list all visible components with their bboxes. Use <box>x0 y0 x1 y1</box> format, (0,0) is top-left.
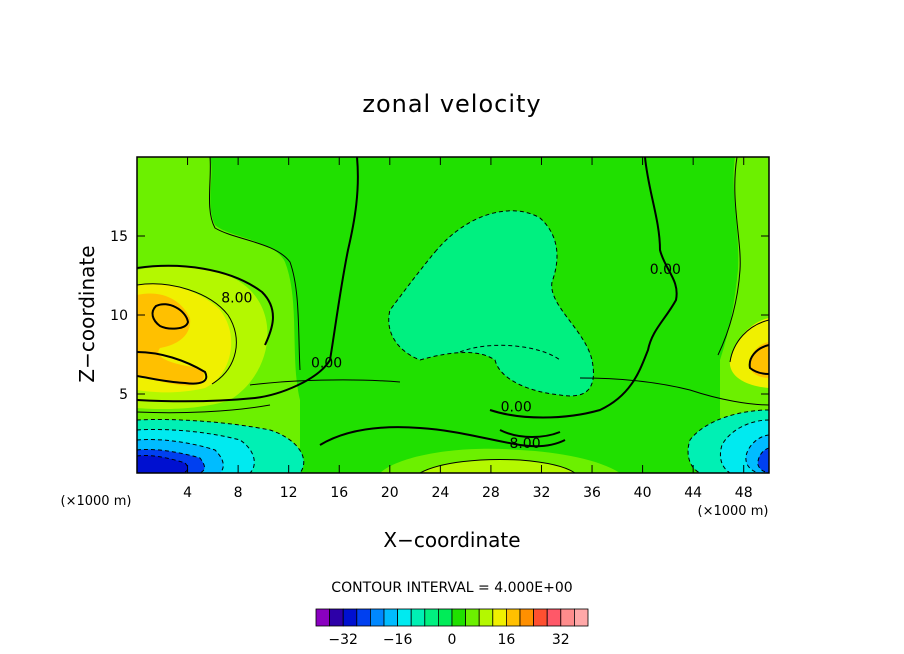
colorbar-swatch <box>437 608 453 627</box>
x-tick-label: 32 <box>533 485 551 501</box>
colorbar: −32 −16 0 16 32 <box>315 608 589 648</box>
plot-area: 8.00 0.00 0.00 0.00 8.00 <box>137 157 769 473</box>
x-tick-label: 16 <box>330 485 348 501</box>
contour-interval-text: CONTOUR INTERVAL = 4.000E+00 <box>331 580 572 596</box>
y-axis-label: Z−coordinate <box>75 245 99 382</box>
contours-thin <box>137 157 769 473</box>
colorbar-swatch <box>329 608 344 627</box>
contour-label: 8.00 <box>221 291 252 307</box>
x-tick-label: 20 <box>381 485 399 501</box>
x-unit-label: (×1000 m) <box>698 504 769 519</box>
colorbar-swatch <box>546 608 562 627</box>
colorbar-tick-label: −32 <box>328 632 358 648</box>
contour-label: 0.00 <box>311 355 342 371</box>
y-tick-label: 5 <box>119 387 128 403</box>
colorbar-swatch <box>369 608 385 627</box>
contour-label: 8.00 <box>509 436 540 452</box>
y-tick-label: 15 <box>110 229 128 245</box>
colorbar-swatch <box>383 608 399 627</box>
contour-label: 0.00 <box>650 262 681 278</box>
x-tick-label: 12 <box>280 485 298 501</box>
chart-title: zonal velocity <box>362 90 541 118</box>
colorbar-swatch <box>397 608 412 627</box>
x-tick-label: 36 <box>583 485 601 501</box>
x-tick-label: 8 <box>234 485 243 501</box>
contours-positive <box>137 157 769 448</box>
colorbar-swatch <box>478 608 494 627</box>
colorbar-swatch <box>342 608 358 627</box>
colorbar-swatch <box>574 608 589 627</box>
x-tick-label: 24 <box>431 485 449 501</box>
contour-label: 0.00 <box>501 400 532 416</box>
colorbar-swatch <box>492 608 507 627</box>
colorbar-swatch <box>505 608 521 627</box>
colorbar-swatch <box>533 608 548 627</box>
field-center-weak <box>388 210 594 396</box>
field-right-jet-core <box>749 342 769 378</box>
z-unit-label: (×1000 m) <box>61 494 132 509</box>
colorbar-tick-label: 0 <box>448 632 457 648</box>
colorbar-swatch <box>315 608 331 627</box>
colorbar-swatch <box>560 608 575 627</box>
colorbar-swatch <box>451 608 467 627</box>
field-bottom-center-pos2 <box>420 459 575 473</box>
colorbar-tick-label: −16 <box>383 632 413 648</box>
x-tick-label: 40 <box>634 485 652 501</box>
colorbar-swatch <box>465 608 480 627</box>
x-tick-label: 4 <box>183 485 192 501</box>
x-axis-label: X−coordinate <box>383 528 520 552</box>
field-bottom-left-neg5 <box>137 455 188 473</box>
x-tick-label: 48 <box>735 485 753 501</box>
colorbar-swatch <box>424 608 439 627</box>
colorbar-swatch <box>519 608 535 627</box>
y-tick-label: 10 <box>110 308 128 324</box>
colorbar-swatch <box>410 608 426 627</box>
contour-labels: 8.00 0.00 0.00 0.00 8.00 <box>221 262 681 452</box>
colorbar-swatch <box>356 608 371 627</box>
contours-negative <box>137 210 769 473</box>
x-tick-label: 28 <box>482 485 500 501</box>
colorbar-tick-label: 32 <box>552 632 570 648</box>
field-bottom-right-neg4 <box>757 448 769 473</box>
colorbar-tick-label: 16 <box>497 632 515 648</box>
x-tick-label: 44 <box>684 485 702 501</box>
